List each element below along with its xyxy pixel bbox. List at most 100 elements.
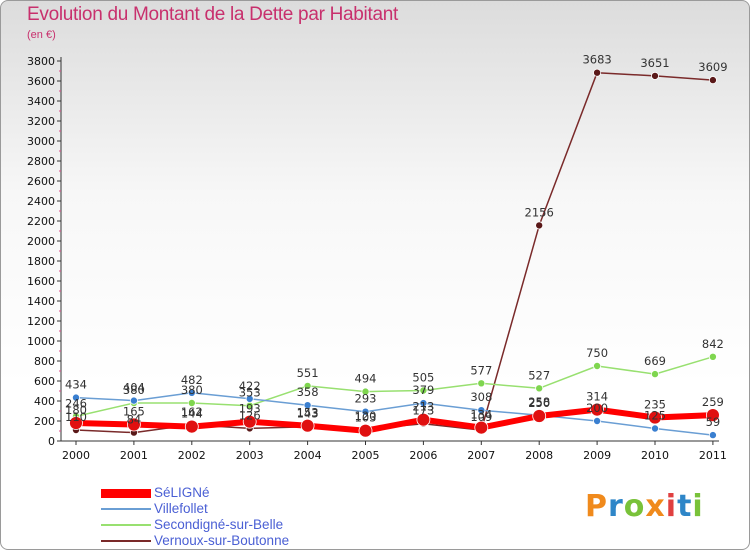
data-label: 750	[586, 346, 608, 360]
data-label: 3683	[582, 53, 611, 67]
data-label: 162	[181, 405, 203, 419]
chart-unit: (en €)	[27, 29, 56, 41]
data-label: 380	[181, 383, 203, 397]
data-point	[361, 387, 370, 396]
data-label: 551	[297, 366, 319, 380]
legend-swatch	[101, 540, 151, 542]
data-point	[361, 407, 370, 416]
data-label: 59	[706, 415, 721, 429]
data-label: 379	[412, 383, 434, 397]
data-point	[593, 68, 602, 77]
data-label: 193	[239, 402, 261, 416]
y-tick-label: 1800	[27, 255, 55, 268]
data-label: 358	[297, 385, 319, 399]
data-point	[126, 417, 141, 432]
legend-swatch	[101, 488, 151, 498]
data-label: 577	[470, 363, 492, 377]
data-point	[651, 424, 660, 433]
y-tick-label: 1000	[27, 335, 55, 348]
y-tick-label: 2800	[27, 155, 55, 168]
data-label: 125	[644, 409, 666, 423]
series-line	[75, 71, 714, 434]
data-label: 314	[586, 390, 608, 404]
y-tick-label: 2400	[27, 195, 55, 208]
data-label: 250	[528, 396, 550, 410]
data-label: 143	[297, 407, 319, 421]
y-tick-label: 0	[48, 435, 55, 448]
data-label: 213	[412, 400, 434, 414]
legend-label: Secondigné-sur-Belle	[154, 517, 284, 532]
data-label: 134	[470, 408, 492, 422]
data-point	[303, 401, 312, 410]
series-line	[75, 392, 714, 436]
data-point	[708, 431, 717, 440]
data-point	[651, 370, 660, 379]
data-point	[648, 410, 662, 425]
data-label: 308	[470, 390, 492, 404]
data-label: 120	[355, 409, 377, 423]
data-label: 109	[470, 410, 492, 424]
data-point	[532, 409, 547, 423]
data-label: 144	[181, 407, 203, 421]
data-point	[474, 420, 489, 435]
y-tick-label: 3200	[27, 115, 55, 128]
y-tick-label: 3800	[27, 55, 55, 68]
data-point	[477, 406, 486, 415]
series-line	[75, 356, 714, 418]
data-label: 153	[297, 406, 319, 420]
x-tick-label: 2002	[178, 449, 206, 462]
x-tick-label: 2001	[120, 449, 148, 462]
series-line	[73, 406, 716, 434]
x-tick-label: 2000	[62, 449, 90, 462]
data-label: 259	[702, 395, 724, 409]
data-label: 103	[355, 411, 377, 425]
x-tick-label: 2006	[409, 449, 437, 462]
x-tick-label: 2004	[294, 449, 322, 462]
data-point	[708, 76, 717, 85]
y-tick-label: 800	[34, 355, 55, 368]
data-point	[72, 393, 81, 402]
data-point	[593, 361, 602, 370]
data-label: 173	[412, 404, 434, 418]
data-label: 2156	[525, 205, 554, 219]
data-label: 200	[586, 401, 608, 415]
data-label: 527	[528, 368, 550, 382]
data-label: 380	[123, 383, 145, 397]
data-point	[129, 396, 138, 405]
y-tick-label: 2000	[27, 235, 55, 248]
legend-swatch	[101, 524, 151, 526]
data-label: 3651	[640, 56, 669, 70]
data-label: 422	[239, 379, 261, 393]
y-tick-label: 2600	[27, 175, 55, 188]
data-point	[706, 408, 720, 423]
data-point	[187, 398, 196, 407]
data-point	[419, 386, 428, 395]
data-point	[708, 352, 717, 361]
chart-title: Evolution du Montant de la Dette par Hab…	[27, 4, 398, 25]
data-point	[303, 381, 312, 390]
data-label: 180	[65, 403, 87, 417]
x-tick-label: 2009	[583, 449, 611, 462]
legend-swatch	[101, 508, 151, 510]
data-label: 84	[127, 413, 142, 427]
data-point	[593, 416, 602, 425]
data-label: 842	[702, 337, 724, 351]
data-point	[477, 379, 486, 388]
data-point	[187, 388, 196, 397]
x-tick-label: 2011	[699, 449, 727, 462]
data-label: 482	[181, 373, 203, 387]
data-label: 293	[355, 392, 377, 406]
data-point	[245, 394, 254, 403]
data-point	[419, 399, 428, 408]
data-point	[535, 221, 544, 230]
legend-label: SéLIGNé	[154, 485, 210, 500]
x-tick-label: 2008	[525, 449, 553, 462]
x-tick-label: 2010	[641, 449, 669, 462]
data-label: 494	[355, 372, 377, 386]
proxiti-logo: Proxiti	[585, 489, 704, 524]
data-point	[358, 423, 373, 438]
y-tick-label: 3000	[27, 135, 55, 148]
y-tick-label: 3400	[27, 95, 55, 108]
data-point	[590, 402, 604, 417]
